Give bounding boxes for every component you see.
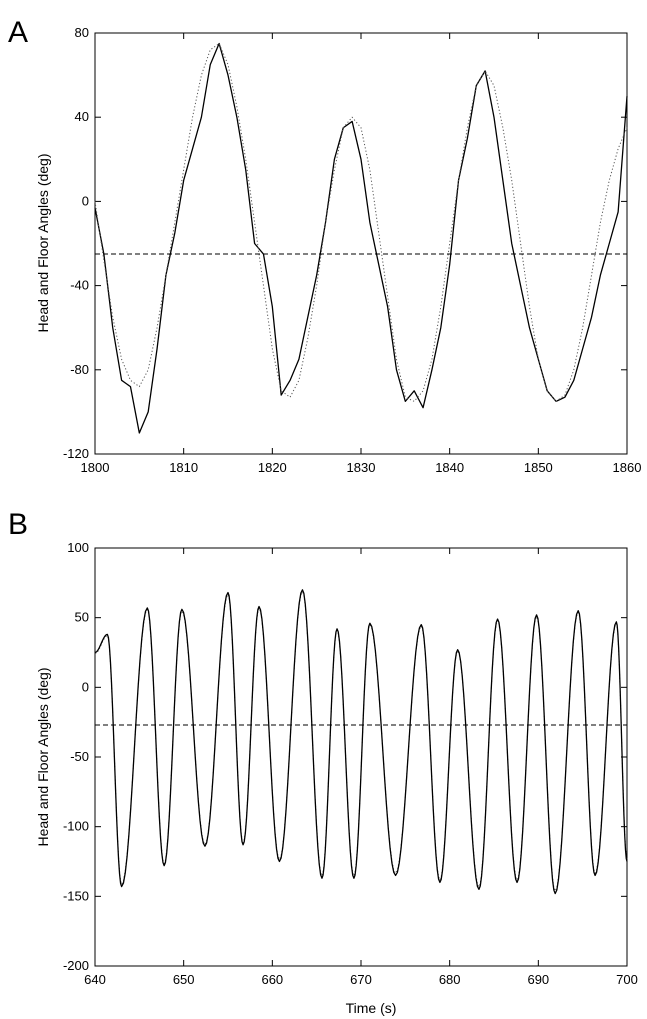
panel-b-x-tick-label: 670 xyxy=(350,972,372,987)
panel-b-x-tick-label: 650 xyxy=(173,972,195,987)
panel-b-y-tick-label: -50 xyxy=(70,749,89,764)
panel-a-ticks: 1800 1810 1820 1830 1840 1850 1860 -120 -80 -40 0 4… xyxy=(63,25,641,475)
panel-a-series-dotted-line xyxy=(94,43,628,402)
panel-b-x-tick-label: 660 xyxy=(261,972,283,987)
panel-b-y-tick-label: 50 xyxy=(75,610,89,625)
panel-a-y-tick-label: -40 xyxy=(70,278,89,293)
panel-b-series-dotted-line xyxy=(94,591,628,892)
panel-b-x-tick-label: 700 xyxy=(616,972,638,987)
panel-a-series xyxy=(94,42,628,434)
panel-a-y-tick-label: -120 xyxy=(63,446,89,461)
panel-b-letter: B xyxy=(8,508,28,541)
panel-b-ticks: 640 650 660 670 680 690 700 -200 -150 -100 -50 0 50 1… xyxy=(63,540,638,987)
panel-a-y-axis-label: Head and Floor Angles (deg) xyxy=(35,154,51,333)
panel-b-series xyxy=(94,589,628,895)
panel-a-letter: A xyxy=(8,16,28,49)
panel-b-y-tick-label: -200 xyxy=(63,958,89,973)
panel-a-x-tick-label: 1820 xyxy=(258,460,287,475)
panel-b-x-tick-label: 680 xyxy=(439,972,461,987)
panel-a-y-tick-label: 80 xyxy=(75,25,89,40)
panel-b-series-solid-line xyxy=(94,589,628,895)
panel-b-x-tick-label: 640 xyxy=(84,972,106,987)
panel-a-y-tick-label: 0 xyxy=(82,193,89,208)
panel-b-x-tick-label: 690 xyxy=(527,972,549,987)
panel-a-series-solid-line xyxy=(94,42,628,434)
panel-a-y-tick-label: 40 xyxy=(75,109,89,124)
panel-b-y-tick-label: -100 xyxy=(63,819,89,834)
panel-b-y-tick-label: 0 xyxy=(82,679,89,694)
panel-a-x-tick-label: 1800 xyxy=(81,460,110,475)
panel-b-y-tick-label: 100 xyxy=(67,540,89,555)
panel-a-x-tick-label: 1840 xyxy=(435,460,464,475)
panel-b-y-tick-label: -150 xyxy=(63,888,89,903)
panel-a-x-tick-label: 1860 xyxy=(613,460,642,475)
panel-b-y-axis-label: Head and Floor Angles (deg) xyxy=(35,668,51,847)
panel-a-x-tick-label: 1810 xyxy=(169,460,198,475)
panel-b-x-axis-label: Time (s) xyxy=(346,1000,397,1016)
panel-a-y-tick-label: -80 xyxy=(70,362,89,377)
panel-a-x-tick-label: 1850 xyxy=(524,460,553,475)
panel-a-x-tick-label: 1830 xyxy=(347,460,376,475)
